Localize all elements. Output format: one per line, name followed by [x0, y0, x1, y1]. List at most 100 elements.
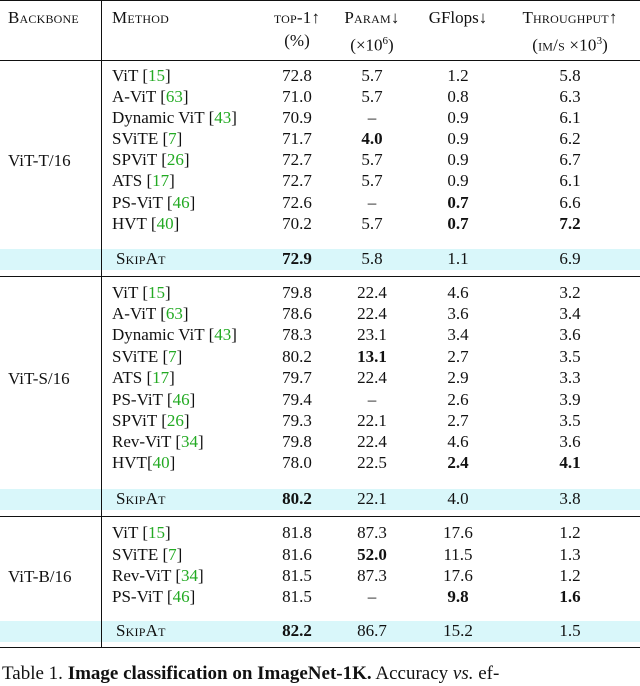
- header-throughput-unit-close: ): [602, 35, 608, 55]
- top1-cell: 78.6: [282, 304, 312, 323]
- method-cell: SViTE [7]: [112, 545, 182, 565]
- top1-cell: 79.8: [282, 283, 312, 302]
- top1-cell: 72.7: [282, 150, 312, 169]
- bottom-rule: [0, 647, 640, 648]
- method-name: SViTE: [112, 129, 163, 148]
- method-name: SPViT: [112, 150, 162, 169]
- param-cell: 22.4: [357, 283, 387, 302]
- param-cell: 23.1: [357, 325, 387, 344]
- method-name: SViTE: [112, 347, 163, 366]
- throughput-cell: 1.3: [559, 545, 581, 564]
- skipat-throughput-cell: 3.8: [559, 489, 581, 508]
- method-name: HVT: [112, 214, 151, 233]
- caption-label: Table 1.: [2, 663, 63, 684]
- citation-link[interactable]: [26]: [161, 150, 190, 169]
- header-throughput-unit: (im/s ×103): [500, 31, 640, 56]
- skipat-top1-cell: 82.2: [282, 621, 312, 640]
- citation-link[interactable]: [63]: [160, 87, 189, 106]
- gflops-cell: 0.9: [447, 129, 469, 148]
- top1-cell: 78.3: [282, 325, 312, 344]
- caption-text: Accuracy: [375, 663, 449, 684]
- throughput-cell: 3.9: [559, 390, 581, 409]
- caption-title: Image classification on ImageNet-1K.: [67, 663, 372, 684]
- header-top1: top-1↑: [256, 8, 338, 28]
- param-cell: 5.7: [361, 171, 383, 190]
- citation-link[interactable]: [26]: [161, 411, 190, 430]
- citation-link[interactable]: [40]: [150, 214, 180, 233]
- gflops-cell: 2.9: [447, 368, 469, 387]
- citation-link[interactable]: [43]: [208, 325, 237, 344]
- throughput-cell: 6.3: [559, 87, 581, 106]
- top1-cell: 81.6: [282, 545, 312, 564]
- top1-cell: 79.4: [282, 390, 312, 409]
- citation-link[interactable]: [46]: [166, 390, 196, 409]
- citation-link[interactable]: [34]: [175, 432, 204, 451]
- top1-cell: 72.8: [282, 66, 312, 85]
- throughput-cell: 4.1: [559, 453, 581, 472]
- skipat-top1-cell: 72.9: [282, 249, 312, 268]
- param-cell: –: [367, 193, 377, 212]
- top1-cell: 72.7: [282, 171, 312, 190]
- citation-link[interactable]: [15]: [142, 283, 171, 302]
- top1-cell: 81.5: [282, 587, 312, 606]
- method-cell: Dynamic ViT [43]: [112, 108, 237, 128]
- column-divider: [101, 0, 102, 648]
- top1-cell: 71.0: [282, 87, 312, 106]
- method-name: SPViT: [112, 411, 162, 430]
- skipat-param-cell: 86.7: [357, 621, 387, 640]
- citation-link[interactable]: [7]: [162, 129, 183, 148]
- gflops-cell: 0.9: [447, 171, 469, 190]
- throughput-cell: 6.6: [559, 193, 581, 212]
- method-name: PS-ViT: [112, 587, 167, 606]
- table-caption: Table 1. Image classification on ImageNe…: [2, 662, 640, 686]
- method-name: Rev-ViT: [112, 566, 176, 585]
- method-cell: ViT [15]: [112, 523, 171, 543]
- method-cell: HVT [40]: [112, 214, 179, 234]
- header-param-unit: (×106): [329, 31, 415, 56]
- header-throughput-unit-base: (im/s ×10: [532, 35, 597, 55]
- throughput-cell: 6.1: [559, 171, 581, 190]
- group-rule-1: [0, 276, 640, 277]
- top1-cell: 71.7: [282, 129, 312, 148]
- param-cell: 52.0: [357, 545, 387, 564]
- gflops-cell: 0.7: [447, 193, 469, 212]
- citation-link[interactable]: [17]: [146, 368, 175, 387]
- throughput-cell: 3.5: [559, 411, 581, 430]
- citation-link[interactable]: [40]: [146, 453, 176, 472]
- citation-link[interactable]: [43]: [208, 108, 237, 127]
- gflops-cell: 17.6: [443, 523, 473, 542]
- throughput-cell: 1.2: [559, 566, 581, 585]
- citation-link[interactable]: [15]: [142, 523, 171, 542]
- method-name: Rev-ViT: [112, 432, 176, 451]
- method-cell: Rev-ViT [34]: [112, 432, 204, 452]
- method-name: Dynamic ViT: [112, 108, 209, 127]
- method-cell: SPViT [26]: [112, 411, 190, 431]
- citation-link[interactable]: [46]: [166, 587, 196, 606]
- skipat-throughput-cell: 1.5: [559, 621, 581, 640]
- throughput-cell: 3.5: [559, 347, 581, 366]
- citation-link[interactable]: [63]: [160, 304, 189, 323]
- skipat-param-cell: 5.8: [361, 249, 383, 268]
- gflops-cell: 9.8: [447, 587, 469, 606]
- throughput-cell: 7.2: [559, 214, 581, 233]
- citation-link[interactable]: [46]: [166, 193, 196, 212]
- method-cell: ATS [17]: [112, 368, 175, 388]
- top-rule: [0, 0, 640, 1]
- header-param-unit-close: ): [388, 35, 394, 55]
- citation-link[interactable]: [15]: [142, 66, 171, 85]
- group-rule-2: [0, 516, 640, 517]
- header-param-unit-exp: 6: [382, 35, 389, 47]
- skipat-top1-cell: 80.2: [282, 489, 312, 508]
- citation-link[interactable]: [34]: [175, 566, 204, 585]
- gflops-cell: 17.6: [443, 566, 473, 585]
- method-cell: ViT [15]: [112, 66, 171, 86]
- caption-tail: ef-: [478, 663, 500, 684]
- skipat-gflops-cell: 4.0: [447, 489, 469, 508]
- citation-link[interactable]: [17]: [146, 171, 175, 190]
- citation-link[interactable]: [7]: [162, 545, 183, 564]
- method-cell: PS-ViT [46]: [112, 587, 195, 607]
- citation-link[interactable]: [7]: [162, 347, 183, 366]
- throughput-cell: 6.1: [559, 108, 581, 127]
- gflops-cell: 2.4: [447, 453, 469, 472]
- method-name: ViT: [112, 283, 143, 302]
